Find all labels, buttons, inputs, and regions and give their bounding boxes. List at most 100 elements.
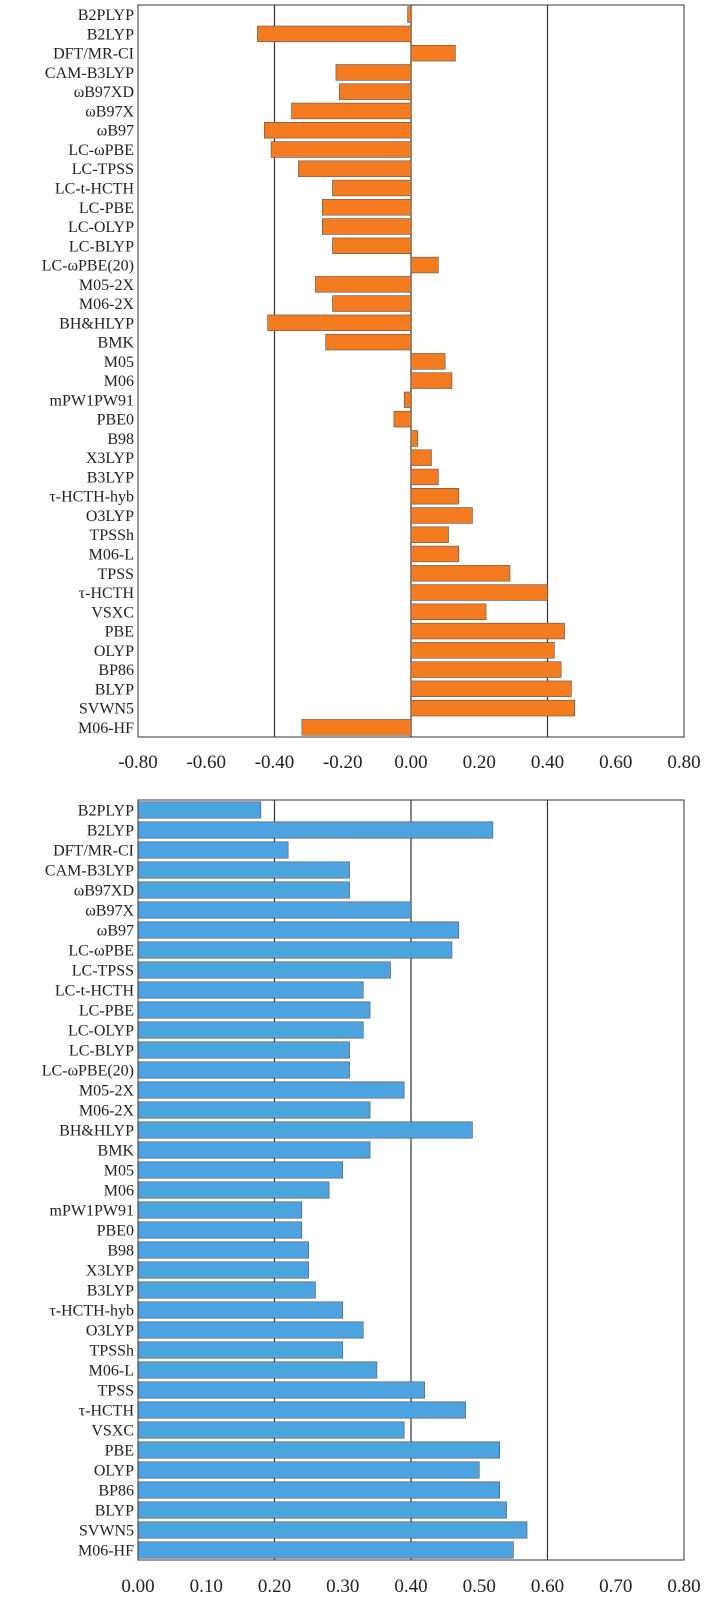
category-label: BH&HLYP — [59, 1123, 134, 1140]
bar — [332, 295, 412, 312]
category-label: X3LYP — [86, 450, 134, 467]
x-tick-label: 0.80 — [667, 1576, 700, 1597]
category-label: LC-OLYP — [68, 1023, 134, 1040]
category-label: M06-L — [89, 547, 134, 564]
bar — [393, 410, 412, 428]
bar — [270, 141, 412, 158]
bar — [137, 1201, 303, 1219]
category-label: M06 — [104, 1183, 134, 1200]
x-tick-label: 0.20 — [463, 752, 496, 773]
category-label: BMK — [98, 335, 135, 352]
plot-frame-overlay — [137, 4, 685, 738]
bar — [137, 1461, 480, 1479]
x-tick-label: 0.30 — [326, 1576, 359, 1597]
category-label: LC-ωPBE — [68, 142, 134, 159]
x-tick-label: -0.40 — [255, 752, 295, 773]
x-tick-label: 0.20 — [258, 1576, 291, 1597]
bar — [137, 1301, 344, 1319]
category-label: BLYP — [95, 681, 134, 698]
bar — [410, 488, 460, 505]
bar — [137, 1241, 309, 1259]
bar — [410, 449, 432, 466]
category-label: ωB97XD — [74, 84, 134, 101]
category-label: X3LYP — [86, 1263, 134, 1280]
x-tick-label: 0.10 — [190, 1576, 223, 1597]
bar — [137, 1441, 501, 1459]
category-label: B98 — [107, 1243, 134, 1260]
category-label: ωB97X — [85, 903, 134, 920]
bar — [410, 430, 419, 447]
category-label: BH&HLYP — [59, 315, 134, 332]
category-label: PBE0 — [97, 412, 134, 429]
bar — [137, 821, 494, 839]
category-label: LC-ωPBE(20) — [42, 258, 134, 275]
category-label: M06-HF — [78, 1543, 134, 1560]
bar — [410, 680, 572, 698]
category-label: LC-BLYP — [69, 1043, 134, 1060]
bar — [315, 276, 412, 293]
x-tick-label: 0.60 — [531, 1576, 564, 1597]
bar — [410, 584, 548, 601]
bar — [137, 1481, 501, 1499]
category-label: ωB97X — [85, 103, 134, 120]
bar — [137, 1521, 528, 1539]
bar — [137, 1101, 371, 1119]
bar — [410, 661, 562, 678]
category-label: B2LYP — [87, 26, 134, 43]
bar — [410, 256, 439, 274]
category-label: ωB97 — [97, 123, 134, 140]
category-label: B98 — [107, 431, 134, 448]
category-label: LC-t-HCTH — [55, 983, 135, 1000]
bar — [410, 642, 555, 659]
category-label: B2PLYP — [78, 7, 134, 24]
category-label: M05-2X — [79, 277, 135, 294]
category-label: M06-HF — [78, 720, 134, 737]
x-tick-label: 0.40 — [531, 752, 564, 773]
category-label: O3LYP — [86, 1323, 134, 1340]
bar — [407, 6, 412, 23]
x-tick-label: 0.00 — [121, 1576, 154, 1597]
category-label: M05 — [104, 1163, 134, 1180]
bar — [137, 1001, 371, 1019]
category-label: τ-HCTH — [79, 585, 135, 602]
category-label: TPSSh — [90, 527, 134, 544]
bar — [403, 391, 412, 409]
bar — [410, 526, 449, 543]
category-label: LC-BLYP — [69, 238, 134, 255]
category-label: PBE0 — [97, 1223, 134, 1240]
plot-frame-overlay — [137, 799, 685, 1561]
bar — [137, 1341, 344, 1359]
bar — [137, 981, 364, 999]
bar — [137, 1061, 350, 1079]
category-label: CAM-B3LYP — [45, 65, 134, 82]
bar — [137, 941, 453, 959]
category-label: O3LYP — [86, 508, 134, 525]
bar — [321, 199, 412, 216]
bar — [137, 1081, 405, 1099]
bar — [137, 801, 262, 819]
x-tick-label: -0.20 — [323, 752, 363, 773]
bar — [137, 1161, 344, 1179]
bar — [410, 622, 565, 640]
category-label: TPSS — [98, 1383, 134, 1400]
category-label: DFT/MR-CI — [53, 46, 134, 63]
category-label: τ-HCTH-hyb — [49, 1303, 134, 1320]
bar — [332, 237, 412, 254]
bar — [257, 25, 412, 43]
category-label: LC-TPSS — [72, 963, 134, 980]
category-label: VSXC — [91, 604, 134, 621]
category-label: LC-PBE — [79, 200, 134, 217]
category-label: BP86 — [98, 662, 134, 679]
bar — [321, 218, 412, 235]
x-tick-label: 0.80 — [667, 752, 700, 773]
category-label: M06-L — [89, 1363, 134, 1380]
category-label: LC-t-HCTH — [55, 181, 135, 198]
bar — [325, 333, 412, 351]
bar — [137, 1021, 364, 1039]
bar — [137, 881, 350, 899]
bar — [410, 603, 487, 620]
category-label: OLYP — [94, 643, 134, 660]
bar — [137, 1401, 466, 1419]
bar — [137, 1141, 371, 1159]
bar — [410, 545, 460, 563]
